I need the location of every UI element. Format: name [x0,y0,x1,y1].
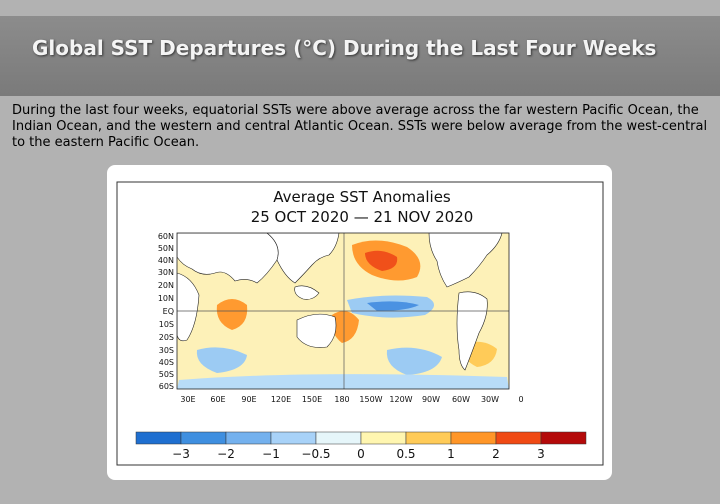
lon-label: 120E [271,395,291,404]
colorbar-swatch [135,431,182,445]
lon-label: 150E [302,395,322,404]
colorbar-swatch [405,431,452,445]
colorbar-swatch [495,431,542,445]
colorbar-swatch [450,431,497,445]
lon-label: 180 [334,395,349,404]
lat-label: 30N [158,268,174,277]
colorbar [135,431,587,445]
lat-label: 10N [158,294,174,303]
lon-label: 90E [241,395,256,404]
map-card: Average SST Anomalies 25 OCT 2020 — 21 N… [107,165,612,480]
map-subtitle: 25 OCT 2020 — 21 NOV 2020 [251,208,474,226]
colorbar-swatch [225,431,272,445]
colorbar-label: −2 [217,447,235,461]
maritime-continent [294,285,320,300]
lat-label: 60S [159,382,174,391]
equatorial-pacific-cold-core [367,301,419,311]
southwest-pacific-warm-anomaly [331,311,359,343]
lat-label: EQ [163,307,174,316]
map-border [176,232,510,390]
colorbar-label: −3 [172,447,190,461]
colorbar-swatch [270,431,317,445]
title-band: Global SST Departures (°C) During the La… [0,16,720,96]
longitude-labels: 30E 60E 90E 120E 150E 180 150W 120W 90W … [180,395,523,404]
lon-label: 30E [180,395,195,404]
colorbar-swatch [180,431,227,445]
southern-ocean-cool-band [177,374,509,389]
lon-label: 60W [452,395,470,404]
colorbar-label: 2 [492,447,500,461]
lon-label: 30W [481,395,499,404]
lon-label: 90W [422,395,440,404]
lon-label: 120W [389,395,412,404]
lat-label: 20N [158,281,174,290]
lat-label: 50N [158,244,174,253]
slide-description: During the last four weeks, equatorial S… [12,103,708,150]
colorbar-labels: −3 −2 −1 −0.5 0 0.5 1 2 3 [172,447,545,461]
north-america-landmass [428,233,503,288]
colorbar-label: 0 [357,447,365,461]
colorbar-swatch [315,431,362,445]
latitude-labels: 60N 50N 40N 30N 20N 10N EQ 10S 20S 30S 4… [158,232,174,391]
lat-label: 20S [159,333,174,342]
africa-east-coast [177,272,200,342]
slide-title: Global SST Departures (°C) During the La… [32,36,657,60]
lon-label: 0 [518,395,523,404]
lat-label: 30S [159,346,174,355]
colorbar-swatch [540,431,587,445]
lon-label: 60E [210,395,225,404]
lat-label: 10S [159,320,174,329]
lat-label: 50S [159,370,174,379]
colorbar-label: −1 [262,447,280,461]
lon-label: 150W [359,395,382,404]
colorbar-label: 3 [537,447,545,461]
south-america-landmass [456,291,488,371]
indian-ocean-warm-anomaly [216,299,248,330]
lat-label: 60N [158,232,174,241]
north-pacific-hot-core [365,250,398,271]
australia-landmass [296,313,337,348]
south-indian-cool-anomaly [196,347,247,373]
colorbar-label: −0.5 [301,447,330,461]
colorbar-label: 0.5 [396,447,415,461]
map-title: Average SST Anomalies [273,188,451,206]
sst-field [177,233,509,389]
east-asia-landmass [266,233,340,284]
lat-label: 40N [158,256,174,265]
south-pacific-cool-anomaly [386,347,442,375]
colorbar-label: 1 [447,447,455,461]
lat-label: 40S [159,358,174,367]
sst-anomaly-map: Average SST Anomalies 25 OCT 2020 — 21 N… [116,181,604,466]
colorbar-swatch [360,431,407,445]
